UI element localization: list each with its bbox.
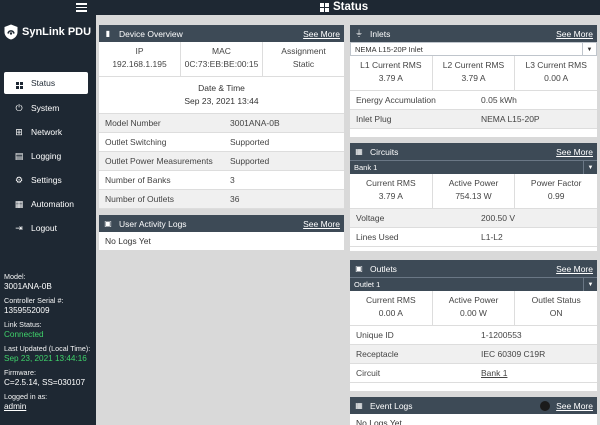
device-overview-title: Device Overview [119, 28, 183, 39]
date-time-block: Date & Time Sep 23, 2021 13:44 [99, 77, 344, 114]
inlet-select[interactable]: NEMA L15-20P Inlet ▼ [350, 42, 597, 56]
event-logs-empty: No Logs Yet [356, 418, 402, 425]
device-icon: ▮ [105, 29, 111, 38]
model-label: Model: [4, 272, 26, 281]
table-row: Circuit Bank 1 [350, 364, 597, 383]
outlet-metrics: Current RMS 0.00 A Active Power 0.00 W Out… [350, 291, 597, 326]
serial-label: Controller Serial #: [4, 296, 64, 305]
table-row: Unique ID 1-1200553 [350, 326, 597, 345]
date-time-value: Sep 23, 2021 13:44 [184, 96, 259, 106]
event-logs-title: Event Logs [370, 400, 413, 411]
outlets-see-more-link[interactable]: See More [556, 263, 593, 274]
outlet-icon: ▣ [355, 264, 363, 273]
logged-in-label: Logged in as: [4, 392, 48, 401]
network-icon: ⊞ [15, 126, 23, 137]
link-status-label: Link Status: [4, 320, 42, 329]
status-dot-icon [540, 400, 551, 411]
event-logs-see-more-link[interactable]: See More [556, 400, 593, 411]
inlets-header: ⏚ Inlets See More [350, 25, 597, 42]
sidebar-item-settings[interactable]: ⚙ Settings [14, 174, 62, 186]
table-row: Receptacle IEC 60309 C19R [350, 345, 597, 364]
circuit-metrics: Current RMS 3.79 A Active Power 754.13 W P… [350, 174, 597, 209]
table-row: Inlet Plug NEMA L15-20P [350, 110, 597, 129]
table-row: Outlet Power Measurements Supported [99, 152, 344, 171]
device-overview-see-more-link[interactable]: See More [303, 28, 340, 39]
logged-in-user-link[interactable]: admin [4, 402, 27, 411]
mac-cell: MAC 0C:73:EB:BE:00:15 [180, 42, 262, 76]
brand: SynLink PDU [4, 24, 91, 40]
circuits-see-more-link[interactable]: See More [556, 146, 593, 157]
logout-icon: ⇥ [15, 222, 23, 233]
grid-icon [320, 2, 329, 12]
chevron-down-icon: ▼ [583, 161, 597, 174]
circuit-icon: ▦ [355, 147, 363, 156]
calendar-icon: ▦ [355, 401, 363, 410]
calendar-icon: ▦ [14, 198, 24, 209]
inlets-panel: ⏚ Inlets See More NEMA L15-20P Inlet ▼ L… [350, 25, 597, 137]
chevron-down-icon: ▼ [582, 43, 596, 55]
date-time-label: Date & Time [198, 83, 245, 93]
serial-value: 1359552009 [4, 306, 50, 315]
hamburger-menu-icon[interactable] [76, 3, 87, 12]
circuits-title: Circuits [370, 146, 399, 157]
network-summary: IP 192.168.1.195 MAC 0C:73:EB:BE:00:15 A… [99, 42, 344, 77]
outlet-select[interactable]: Outlet 1 ▼ [350, 277, 597, 291]
plug-icon: ⏚ [355, 29, 363, 38]
sidebar-item-automation[interactable]: ▦ Automation [14, 198, 74, 210]
plug-icon: ⏻ [15, 102, 23, 113]
inlets-title: Inlets [370, 28, 391, 39]
assignment-cell: Assignment Static [262, 42, 344, 76]
circuit-link[interactable]: Bank 1 [481, 368, 508, 378]
user-icon: ▣ [104, 219, 112, 228]
sidebar-item-network[interactable]: ⊞ Network [15, 126, 63, 138]
ip-cell: IP 192.168.1.195 [112, 46, 167, 69]
outlets-panel: ▣ Outlets See More Outlet 1 ▼ Current RM… [350, 260, 597, 391]
top-bar: Status [0, 0, 600, 15]
circuits-header: ▦ Circuits See More [350, 143, 597, 160]
page-title: Status [320, 1, 368, 13]
link-status-value: Connected [4, 330, 44, 339]
sidebar-item-logout[interactable]: ⇥ Logout [15, 222, 57, 234]
shield-logo-icon [4, 24, 18, 40]
document-icon: ▤ [14, 150, 24, 161]
gear-icon: ⚙ [14, 174, 24, 185]
device-overview-panel: ▮ Device Overview See More IP 192.168.1.… [99, 25, 344, 209]
event-logs-panel: ▦ Event Logs See More No Logs Yet [350, 397, 597, 425]
user-activity-logs-empty: No Logs Yet [105, 236, 151, 246]
sidebar-item-logging[interactable]: ▤ Logging [14, 150, 62, 162]
inlet-currents: L1 Current RMS 3.79 A L2 Current RMS 3.79 … [350, 56, 597, 91]
device-info: Model: 3001ANA-0B Controller Serial #: 1… [4, 267, 94, 411]
table-row: Model Number 3001ANA-0B [99, 114, 344, 133]
outlets-header: ▣ Outlets See More [350, 260, 597, 277]
chevron-down-icon: ▼ [583, 278, 597, 291]
grid-icon [14, 77, 24, 89]
table-row: Outlet Switching Supported [99, 133, 344, 152]
table-row: Lines Used L1-L2 [350, 228, 597, 247]
sidebar-item-status[interactable]: Status [4, 72, 88, 94]
sidebar: SynLink PDU Status ⏻ System ⊞ Network ▤ … [0, 15, 96, 425]
model-value: 3001ANA-0B [4, 282, 52, 291]
event-logs-header: ▦ Event Logs See More [350, 397, 597, 414]
last-updated-label: Last Updated (Local Time): [4, 344, 91, 353]
user-activity-logs-see-more-link[interactable]: See More [303, 218, 340, 229]
firmware-value: C=2.5.14, SS=030107 [4, 378, 86, 387]
table-row: Number of Outlets 36 [99, 190, 344, 209]
user-activity-logs-panel: ▣ User Activity Logs See More No Logs Ye… [99, 215, 344, 250]
last-updated-value: Sep 23, 2021 13:44:16 [4, 354, 87, 363]
table-row: Voltage 200.50 V [350, 209, 597, 228]
sidebar-nav: Status ⏻ System ⊞ Network ▤ Logging ⚙ Se… [4, 72, 88, 240]
firmware-label: Firmware: [4, 368, 36, 377]
brand-name: SynLink PDU [22, 26, 92, 38]
table-row: Number of Banks 3 [99, 171, 344, 190]
inlets-see-more-link[interactable]: See More [556, 28, 593, 39]
user-activity-logs-header: ▣ User Activity Logs See More [99, 215, 344, 232]
device-overview-header: ▮ Device Overview See More [99, 25, 344, 42]
outlets-title: Outlets [370, 263, 397, 274]
bank-select[interactable]: Bank 1 ▼ [350, 160, 597, 174]
user-activity-logs-title: User Activity Logs [119, 218, 187, 229]
circuits-panel: ▦ Circuits See More Bank 1 ▼ Current RMS… [350, 143, 597, 251]
table-row: Energy Accumulation 0.05 kWh [350, 91, 597, 110]
sidebar-item-system[interactable]: ⏻ System [15, 102, 60, 114]
